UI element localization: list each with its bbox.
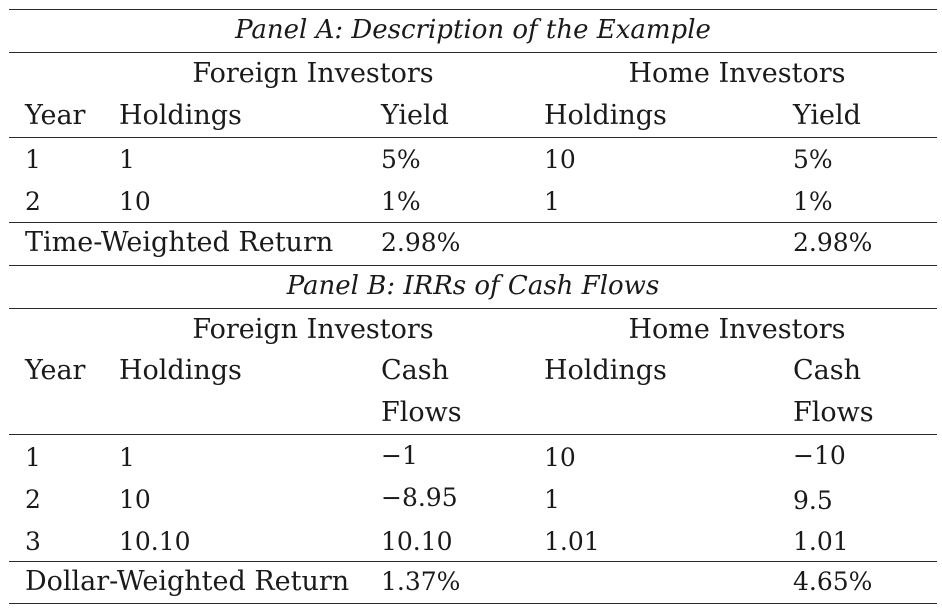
panel-b-row-1-home-holdings: 10 — [544, 443, 576, 472]
panel-b-row-3-foreign-holdings: 10.10 — [119, 527, 191, 556]
panel-a-home-holdings-header: Holdings — [544, 100, 667, 131]
panel-b-year-header: Year — [25, 355, 86, 386]
panel-a-row-1-year: 1 — [25, 145, 41, 174]
panel-b-title-rule — [9, 308, 937, 310]
panel-b-home-holdings-header: Holdings — [544, 355, 667, 386]
panel-a-home-investors-header: Home Investors — [628, 58, 846, 89]
panel-a-row-1-home-holdings: 10 — [544, 145, 576, 174]
panel-a-row-2-foreign-yield: 1% — [381, 187, 421, 216]
panel-b-home-cash-header-line1: Cash — [793, 355, 862, 386]
panel-b-row-1-home-cash: −10 — [793, 441, 846, 470]
panel-b-body-rule — [9, 561, 937, 563]
panel-a-foreign-holdings-header: Holdings — [119, 100, 242, 131]
panel-b-row-2-foreign-cash: −8.95 — [381, 483, 458, 512]
panel-a-home-yield-header: Yield — [793, 100, 861, 131]
panel-b-row-2-foreign-holdings: 10 — [119, 485, 151, 514]
panel-a-body-rule — [9, 222, 937, 224]
panel-b-header-rule — [9, 434, 937, 436]
panel-a-row-1-foreign-yield: 5% — [381, 145, 421, 174]
panel-a-row-2-home-yield: 1% — [793, 187, 833, 216]
top-rule — [9, 9, 937, 11]
panel-b-summary-home: 4.65% — [793, 567, 873, 596]
panel-b-row-1-foreign-cash: −1 — [381, 441, 418, 470]
panel-a-title-rule — [9, 52, 937, 54]
panel-b-foreign-cash-header-line2: Flows — [381, 397, 462, 428]
bottom-rule — [9, 603, 937, 605]
panel-b-row-2-year: 2 — [25, 485, 41, 514]
panel-b-row-3-home-cash: 1.01 — [793, 527, 849, 556]
panel-b-foreign-cash-header-line1: Cash — [381, 355, 450, 386]
panel-a-year-header: Year — [25, 100, 86, 131]
panel-b-title: Panel B: IRRs of Cash Flows — [286, 271, 660, 301]
panel-b-foreign-holdings-header: Holdings — [119, 355, 242, 386]
panel-b-row-1-year: 1 — [25, 443, 41, 472]
panel-a-summary-home: 2.98% — [793, 228, 873, 257]
panel-a-row-2-home-holdings: 1 — [544, 187, 560, 216]
panel-a-row-1-home-yield: 5% — [793, 145, 833, 174]
panel-b-row-2-home-cash: 9.5 — [793, 486, 833, 515]
panel-a-summary-foreign: 2.98% — [381, 228, 461, 257]
panel-a-foreign-yield-header: Yield — [381, 100, 449, 131]
panel-b-row-2-home-holdings: 1 — [544, 485, 560, 514]
panel-a-row-2-year: 2 — [25, 187, 41, 216]
panel-b-home-investors-header: Home Investors — [628, 314, 846, 345]
panel-b-row-3-home-holdings: 1.01 — [544, 527, 600, 556]
panel-b-top-rule — [9, 265, 937, 267]
panel-b-summary-foreign: 1.37% — [381, 567, 461, 596]
panel-a-row-1-foreign-holdings: 1 — [119, 145, 135, 174]
panel-b-row-3-year: 3 — [25, 527, 41, 556]
panel-b-row-3-foreign-cash: 10.10 — [381, 527, 453, 556]
panel-a-header-rule — [9, 137, 937, 139]
panel-b-row-1-foreign-holdings: 1 — [119, 443, 135, 472]
panel-a-foreign-investors-header: Foreign Investors — [192, 58, 434, 89]
panel-a-title: Panel A: Description of the Example — [235, 15, 711, 45]
panel-b-summary-label: Dollar-Weighted Return — [25, 566, 350, 597]
panel-b-home-cash-header-line2: Flows — [793, 397, 874, 428]
panel-a-summary-label: Time-Weighted Return — [25, 227, 334, 258]
panel-b-foreign-investors-header: Foreign Investors — [192, 314, 434, 345]
panel-a-row-2-foreign-holdings: 10 — [119, 187, 151, 216]
